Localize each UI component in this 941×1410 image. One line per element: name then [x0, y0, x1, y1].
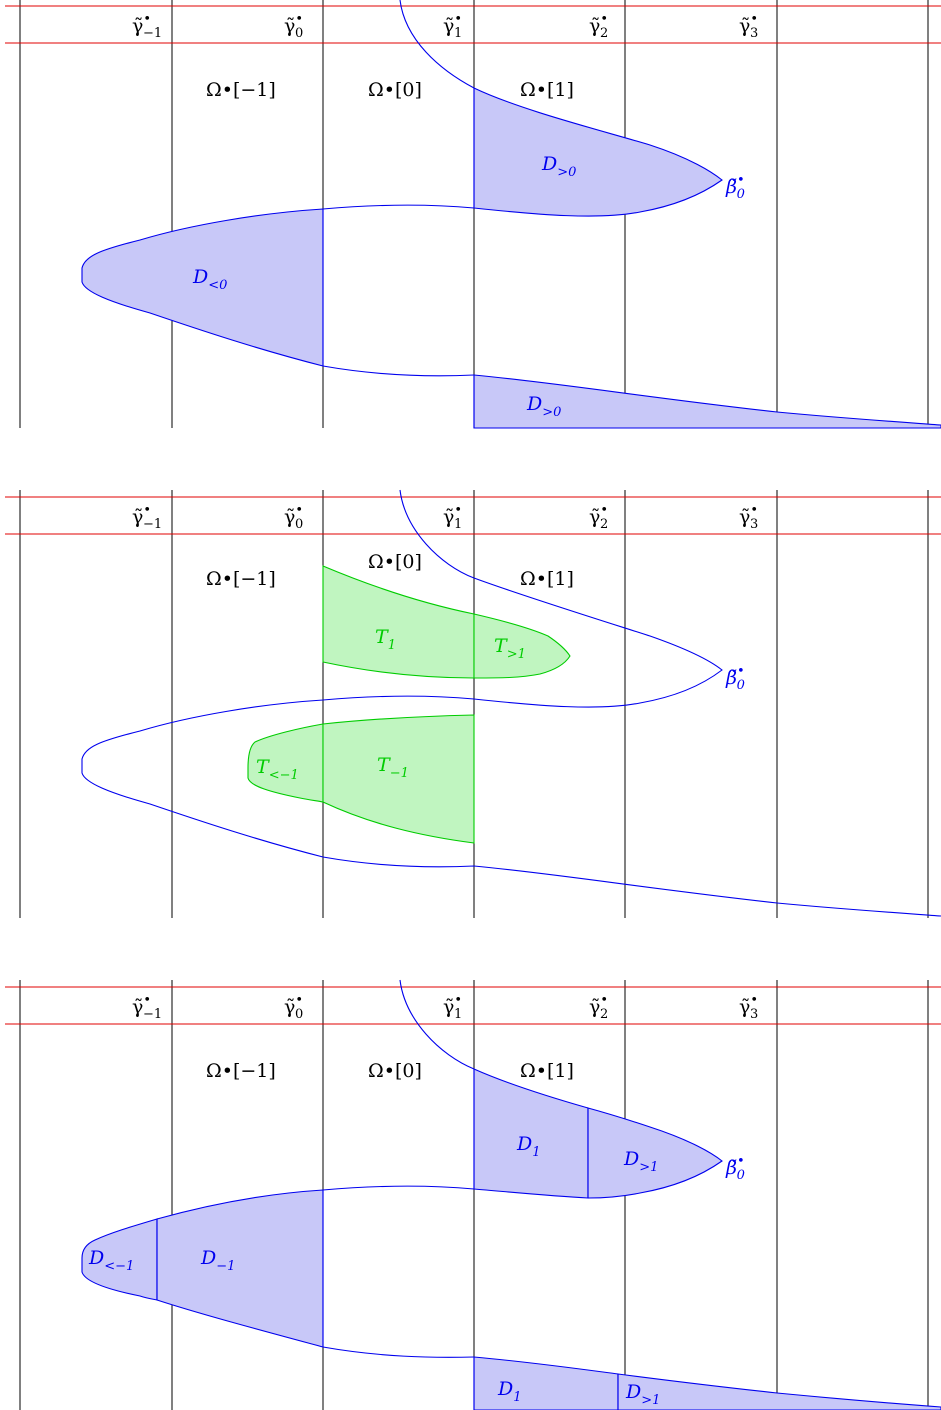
region-D-gt1-top [587, 1107, 723, 1199]
panel-2-grid [5, 490, 941, 918]
curve-bottom-gap [322, 1346, 475, 1358]
region-D-lt-neg1 [81, 1218, 158, 1301]
label-D-pos-bottom: D>0 [526, 393, 561, 420]
curve-bottom-gap [322, 365, 475, 377]
panel-1: γ̃• −1 γ̃• 0 γ̃• 1 γ̃• 2 γ̃• 3 Ω•[−1] Ω•[0] Ω… [5, 0, 941, 429]
region-T-gt1 [473, 613, 571, 679]
gamma-label-0: γ̃• 0 [284, 12, 303, 41]
curve-lower-gap [322, 1185, 475, 1191]
region-D-pos-top [473, 87, 723, 217]
beta-label: β̃• 0 [725, 173, 745, 202]
curve-upper [399, 0, 475, 89]
omega-label-1: Ω•[1] [520, 79, 574, 101]
label-D-1-top: D1 [516, 1133, 541, 1160]
label-T-1: T1 [375, 626, 396, 653]
omega-label-neg1: Ω•[−1] [206, 1060, 276, 1082]
label-D-neg: D<0 [192, 266, 227, 293]
region-D-neg [81, 208, 324, 367]
gamma-label-3: γ̃• 3 [739, 993, 758, 1022]
region-D-neg1 [156, 1189, 324, 1348]
label-D-neg1: D−1 [200, 1247, 235, 1274]
beta-label: β̃• 0 [725, 664, 745, 693]
gamma-labels: γ̃• −1 γ̃• 0 γ̃• 1 γ̃• 2 γ̃• 3 [132, 12, 758, 41]
omega-label-0: Ω•[0] [368, 79, 422, 101]
label-D-gt1-top: D>1 [623, 1148, 658, 1175]
region-T-1 [322, 565, 475, 679]
panel-2: γ̃• −1 γ̃• 0 γ̃• 1 γ̃• 2 γ̃• 3 Ω•[−1] Ω•[0] Ω… [5, 489, 941, 918]
beta-label: β̃• 0 [725, 1154, 745, 1183]
region-D-1-bottom [473, 1356, 619, 1410]
label-D-gt1-bottom: D>1 [625, 1381, 660, 1408]
gamma-label-2: γ̃• 2 [589, 12, 608, 41]
region-T-lt-neg1 [247, 723, 324, 803]
omega-label-1: Ω•[1] [520, 568, 574, 590]
region-D-gt1-bottom [617, 1373, 941, 1410]
label-T-gt1: T>1 [494, 635, 526, 662]
omega-label-0: Ω•[0] [368, 1060, 422, 1082]
gamma-label-0: γ̃• 0 [284, 503, 303, 532]
curve-upper [399, 979, 475, 1070]
gamma-label-neg1: γ̃• −1 [132, 503, 162, 532]
gamma-label-2: γ̃• 2 [589, 993, 608, 1022]
omega-label-neg1: Ω•[−1] [206, 79, 276, 101]
gamma-labels: γ̃• −1 γ̃• 0 γ̃• 1 γ̃• 2 γ̃• 3 [132, 993, 758, 1022]
gamma-label-1: γ̃• 1 [443, 993, 462, 1022]
label-T-neg1: T−1 [377, 754, 409, 781]
region-D-pos-bottom [473, 374, 941, 429]
omega-label-0: Ω•[0] [368, 551, 422, 573]
label-D-lt-neg1: D<−1 [88, 1247, 134, 1274]
gamma-label-neg1: γ̃• −1 [132, 12, 162, 41]
omega-label-neg1: Ω•[−1] [206, 568, 276, 590]
gamma-label-2: γ̃• 2 [589, 503, 608, 532]
gamma-label-neg1: γ̃• −1 [132, 993, 162, 1022]
curve-lower-gap [322, 204, 475, 210]
curve-upper-lobe [81, 489, 941, 917]
gamma-label-0: γ̃• 0 [284, 993, 303, 1022]
gamma-label-1: γ̃• 1 [443, 503, 462, 532]
gamma-labels: γ̃• −1 γ̃• 0 γ̃• 1 γ̃• 2 γ̃• 3 [132, 503, 758, 532]
panel-3: γ̃• −1 γ̃• 0 γ̃• 1 γ̃• 2 γ̃• 3 Ω•[−1] Ω•[0] Ω… [5, 979, 941, 1410]
region-T-neg1 [322, 714, 475, 844]
gamma-label-3: γ̃• 3 [739, 12, 758, 41]
gamma-label-3: γ̃• 3 [739, 503, 758, 532]
panel-1-grid [5, 0, 941, 428]
label-D-1-bottom: D1 [497, 1378, 522, 1405]
omega-label-1: Ω•[1] [520, 1060, 574, 1082]
label-D-pos-top: D>0 [541, 153, 576, 180]
label-T-lt-neg1: T<−1 [256, 756, 299, 783]
panel-3-grid [5, 980, 941, 1410]
gamma-label-1: γ̃• 1 [443, 12, 462, 41]
